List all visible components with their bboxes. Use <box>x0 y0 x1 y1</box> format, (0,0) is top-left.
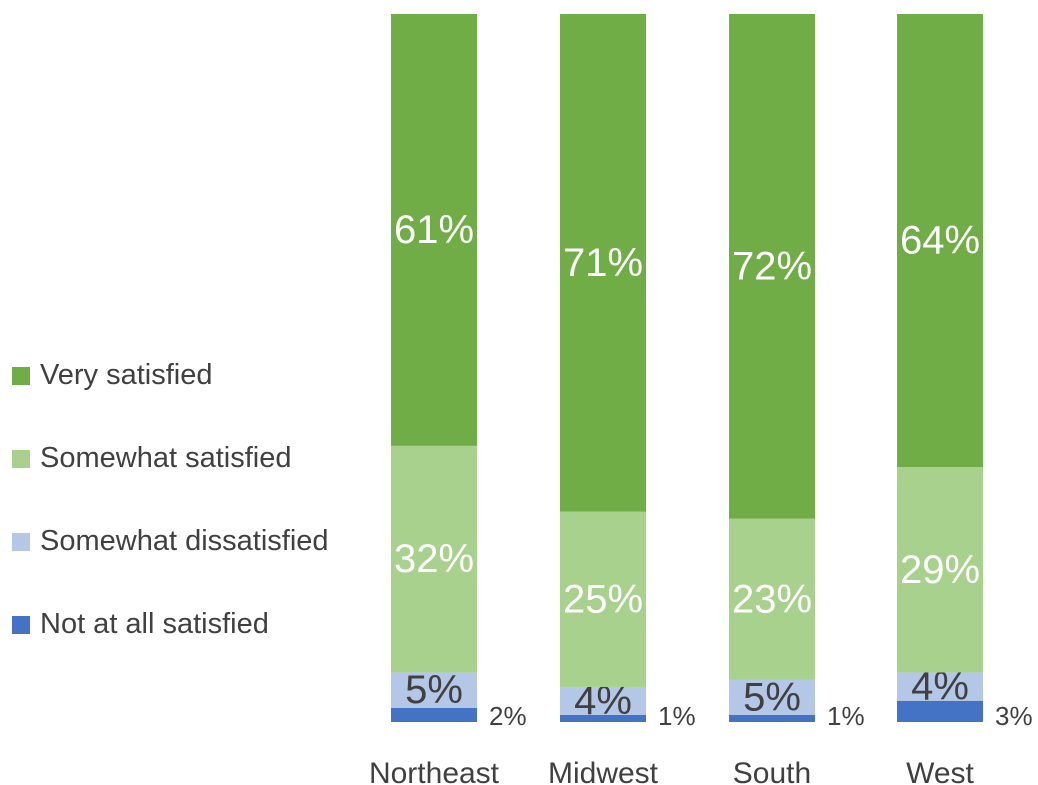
legend-label-very-satisfied: Very satisfied <box>40 359 213 391</box>
data-label-west-very-satisfied: 64% <box>900 219 980 263</box>
data-label-northeast-somewhat-dissatisfied: 5% <box>405 668 463 712</box>
data-label-south-somewhat-dissatisfied: 5% <box>743 675 801 719</box>
legend-swatch-not-at-all-satisfied <box>12 615 30 634</box>
bar-segment-northeast-somewhat-satisfied <box>391 445 477 673</box>
category-label-west: West <box>906 757 974 785</box>
legend-label-somewhat-dissatisfied: Somewhat dissatisfied <box>40 525 329 557</box>
data-label-midwest-somewhat-satisfied: 25% <box>563 577 643 621</box>
legend-item-somewhat-satisfied: Somewhat satisfied <box>12 417 329 500</box>
data-label-west-somewhat-satisfied: 29% <box>900 548 980 592</box>
data-label-midwest-not-at-all-satisfied: 1% <box>658 701 696 731</box>
bar-segment-midwest-very-satisfied <box>560 14 646 512</box>
data-label-northeast-somewhat-satisfied: 32% <box>394 537 474 581</box>
bar-segment-northeast-somewhat-dissatisfied <box>391 672 477 708</box>
data-label-northeast-not-at-all-satisfied: 2% <box>489 701 527 731</box>
bar-segment-south-very-satisfied <box>729 14 815 519</box>
data-label-south-not-at-all-satisfied: 1% <box>827 701 865 731</box>
bar-segment-midwest-somewhat-satisfied <box>560 511 646 687</box>
bar-segment-south-somewhat-dissatisfied <box>729 679 815 715</box>
bar-segment-midwest-somewhat-dissatisfied <box>560 686 646 715</box>
legend-item-not-at-all-satisfied: Not at all satisfied <box>12 583 329 666</box>
bar-segment-midwest-not-at-all-satisfied <box>560 714 646 722</box>
data-label-south-somewhat-satisfied: 23% <box>732 577 812 621</box>
bar-segment-south-not-at-all-satisfied <box>729 714 815 722</box>
legend-swatch-somewhat-satisfied <box>12 449 30 468</box>
bar-segment-west-somewhat-dissatisfied <box>897 672 983 701</box>
legend-label-not-at-all-satisfied: Not at all satisfied <box>40 608 269 640</box>
bar-segment-west-somewhat-satisfied <box>897 467 983 673</box>
legend-label-somewhat-satisfied: Somewhat satisfied <box>40 442 292 474</box>
bar-segment-west-not-at-all-satisfied <box>897 700 983 722</box>
data-label-south-very-satisfied: 72% <box>732 244 812 288</box>
category-label-south: South <box>733 757 811 785</box>
bar-segment-south-somewhat-satisfied <box>729 518 815 680</box>
bar-segment-west-very-satisfied <box>897 14 983 468</box>
bar-segment-northeast-very-satisfied <box>391 14 477 446</box>
legend-item-very-satisfied: Very satisfied <box>12 334 329 417</box>
bar-segment-northeast-not-at-all-satisfied <box>391 707 477 722</box>
legend-swatch-somewhat-dissatisfied <box>12 532 30 551</box>
data-label-west-not-at-all-satisfied: 3% <box>995 701 1033 731</box>
data-label-midwest-very-satisfied: 71% <box>563 241 643 285</box>
category-label-northeast: Northeast <box>369 757 500 785</box>
category-label-midwest: Midwest <box>548 757 659 785</box>
legend-swatch-very-satisfied <box>12 366 30 385</box>
data-label-northeast-very-satisfied: 61% <box>394 208 474 252</box>
legend: Very satisfied Somewhat satisfied Somewh… <box>12 334 329 666</box>
legend-item-somewhat-dissatisfied: Somewhat dissatisfied <box>12 500 329 583</box>
